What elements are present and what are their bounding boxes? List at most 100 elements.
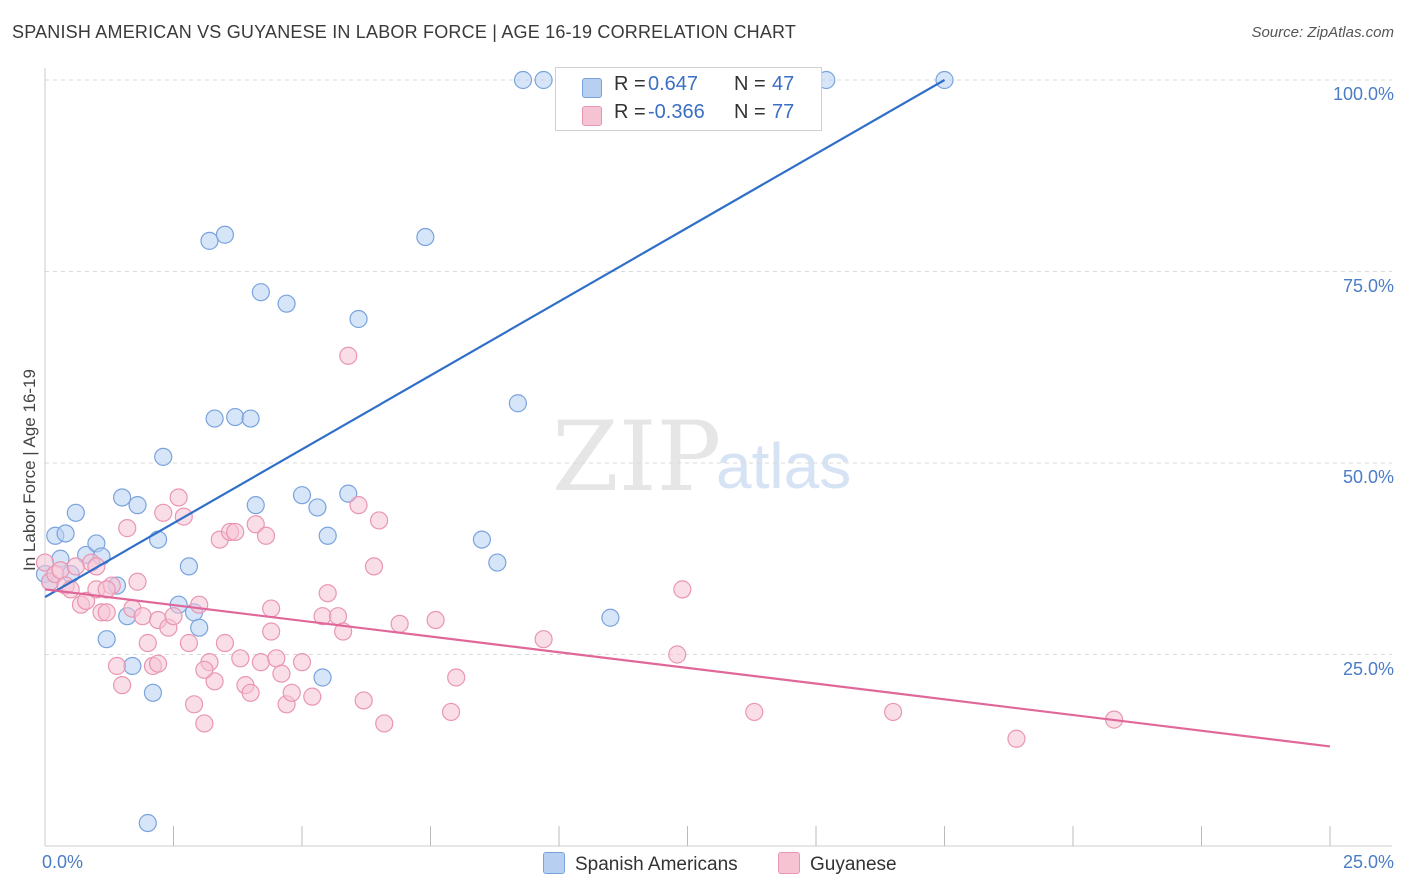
point-pink xyxy=(195,660,214,679)
point-pink xyxy=(441,702,461,722)
point-pink xyxy=(1007,729,1026,748)
trend-lines xyxy=(44,79,1331,748)
y-tick-label-100: 100.0% xyxy=(1332,84,1394,104)
legend-swatch-pink xyxy=(778,852,800,874)
point-blue xyxy=(601,608,620,627)
point-pink xyxy=(205,672,224,691)
point-blue xyxy=(277,294,296,313)
point-pink xyxy=(328,607,348,626)
legend-n-label: N = xyxy=(734,73,766,95)
point-blue xyxy=(318,526,337,545)
point-blue xyxy=(123,656,142,676)
axes xyxy=(44,68,1392,847)
point-blue xyxy=(200,231,219,250)
point-pink xyxy=(303,687,322,706)
legend-r-label: R = xyxy=(614,101,646,123)
point-pink xyxy=(883,702,903,722)
point-blue xyxy=(508,394,527,413)
point-blue xyxy=(308,498,327,517)
point-blue xyxy=(128,496,147,515)
point-pink xyxy=(318,584,337,603)
point-blue xyxy=(339,484,358,503)
point-pink xyxy=(426,610,445,630)
point-pink xyxy=(349,496,368,515)
grid-lines xyxy=(45,79,1392,655)
point-blue xyxy=(112,488,132,507)
point-pink xyxy=(673,580,692,599)
point-pink xyxy=(262,599,281,618)
point-blue xyxy=(251,283,270,302)
point-pink xyxy=(339,346,358,365)
chart-title: SPANISH AMERICAN VS GUYANESE IN LABOR FO… xyxy=(12,22,797,42)
point-pink xyxy=(164,607,183,626)
point-pink xyxy=(282,683,301,702)
point-pink xyxy=(447,668,466,687)
legend-n-value: 47 xyxy=(772,73,795,95)
point-pink xyxy=(138,633,157,653)
point-pink xyxy=(112,676,132,695)
point-blue xyxy=(349,309,368,329)
point-pink xyxy=(148,654,168,673)
y-tick-label-75: 75.0% xyxy=(1342,275,1394,296)
legend-row-guyanese: R = -0.366 N = 77 xyxy=(556,101,821,127)
point-blue xyxy=(472,530,491,549)
point-pink xyxy=(267,649,286,668)
point-blue xyxy=(190,618,209,637)
legend-item-guyanese: Guyanese xyxy=(778,852,897,876)
point-pink xyxy=(179,633,199,653)
point-blue xyxy=(179,557,199,576)
legend-n-value: 77 xyxy=(772,101,795,123)
point-pink xyxy=(745,702,764,722)
point-pink xyxy=(390,614,409,633)
x-tick-max: 25.0% xyxy=(1342,852,1394,872)
point-blue xyxy=(66,503,85,522)
point-pink xyxy=(35,553,55,572)
data-points xyxy=(35,70,1124,833)
point-pink xyxy=(251,653,270,672)
point-pink xyxy=(66,557,85,576)
y-tick-label-25: 25.0% xyxy=(1342,658,1394,679)
watermark-atlas: atlas xyxy=(716,430,851,502)
legend-swatch-blue xyxy=(543,852,565,874)
point-pink xyxy=(256,526,276,545)
point-pink xyxy=(364,557,384,576)
x-tick-min: 0.0% xyxy=(42,852,84,872)
point-pink xyxy=(370,511,389,530)
point-blue xyxy=(241,409,260,428)
point-blue xyxy=(56,524,75,543)
legend-label-spanish-americans: Spanish Americans xyxy=(575,854,738,875)
point-blue xyxy=(313,668,332,687)
point-pink xyxy=(292,653,312,672)
point-blue xyxy=(226,407,245,427)
legend-row-spanish-americans: R = 0.647 N = 47 xyxy=(556,73,821,99)
point-pink xyxy=(375,714,394,733)
point-blue xyxy=(148,530,168,549)
legend-item-spanish-americans: Spanish Americans xyxy=(543,852,738,876)
point-pink xyxy=(118,519,137,538)
point-pink xyxy=(231,649,250,668)
point-blue xyxy=(154,447,173,466)
source-label: Source: ZipAtlas.com xyxy=(1251,24,1394,41)
point-pink xyxy=(107,656,127,676)
point-pink xyxy=(195,714,214,733)
point-blue xyxy=(534,70,553,90)
point-blue xyxy=(138,813,157,833)
point-pink xyxy=(51,561,70,580)
point-pink xyxy=(169,488,188,507)
point-pink xyxy=(534,630,553,649)
point-pink xyxy=(246,515,265,534)
legend-n-label: N = xyxy=(734,101,766,123)
point-pink xyxy=(77,591,96,610)
point-pink xyxy=(262,622,281,641)
point-blue xyxy=(416,227,435,247)
point-blue xyxy=(215,225,234,244)
legend-r-value: -0.366 xyxy=(648,101,705,123)
stats-legend: R = 0.647 N = 47 R = -0.366 N = 77 xyxy=(555,67,822,131)
watermark-zip: ZIP xyxy=(552,401,721,513)
trend-line-pink xyxy=(44,588,1331,748)
legend-swatch-blue xyxy=(582,78,602,98)
point-blue xyxy=(246,496,265,515)
point-pink xyxy=(97,603,116,622)
point-pink xyxy=(154,503,173,522)
